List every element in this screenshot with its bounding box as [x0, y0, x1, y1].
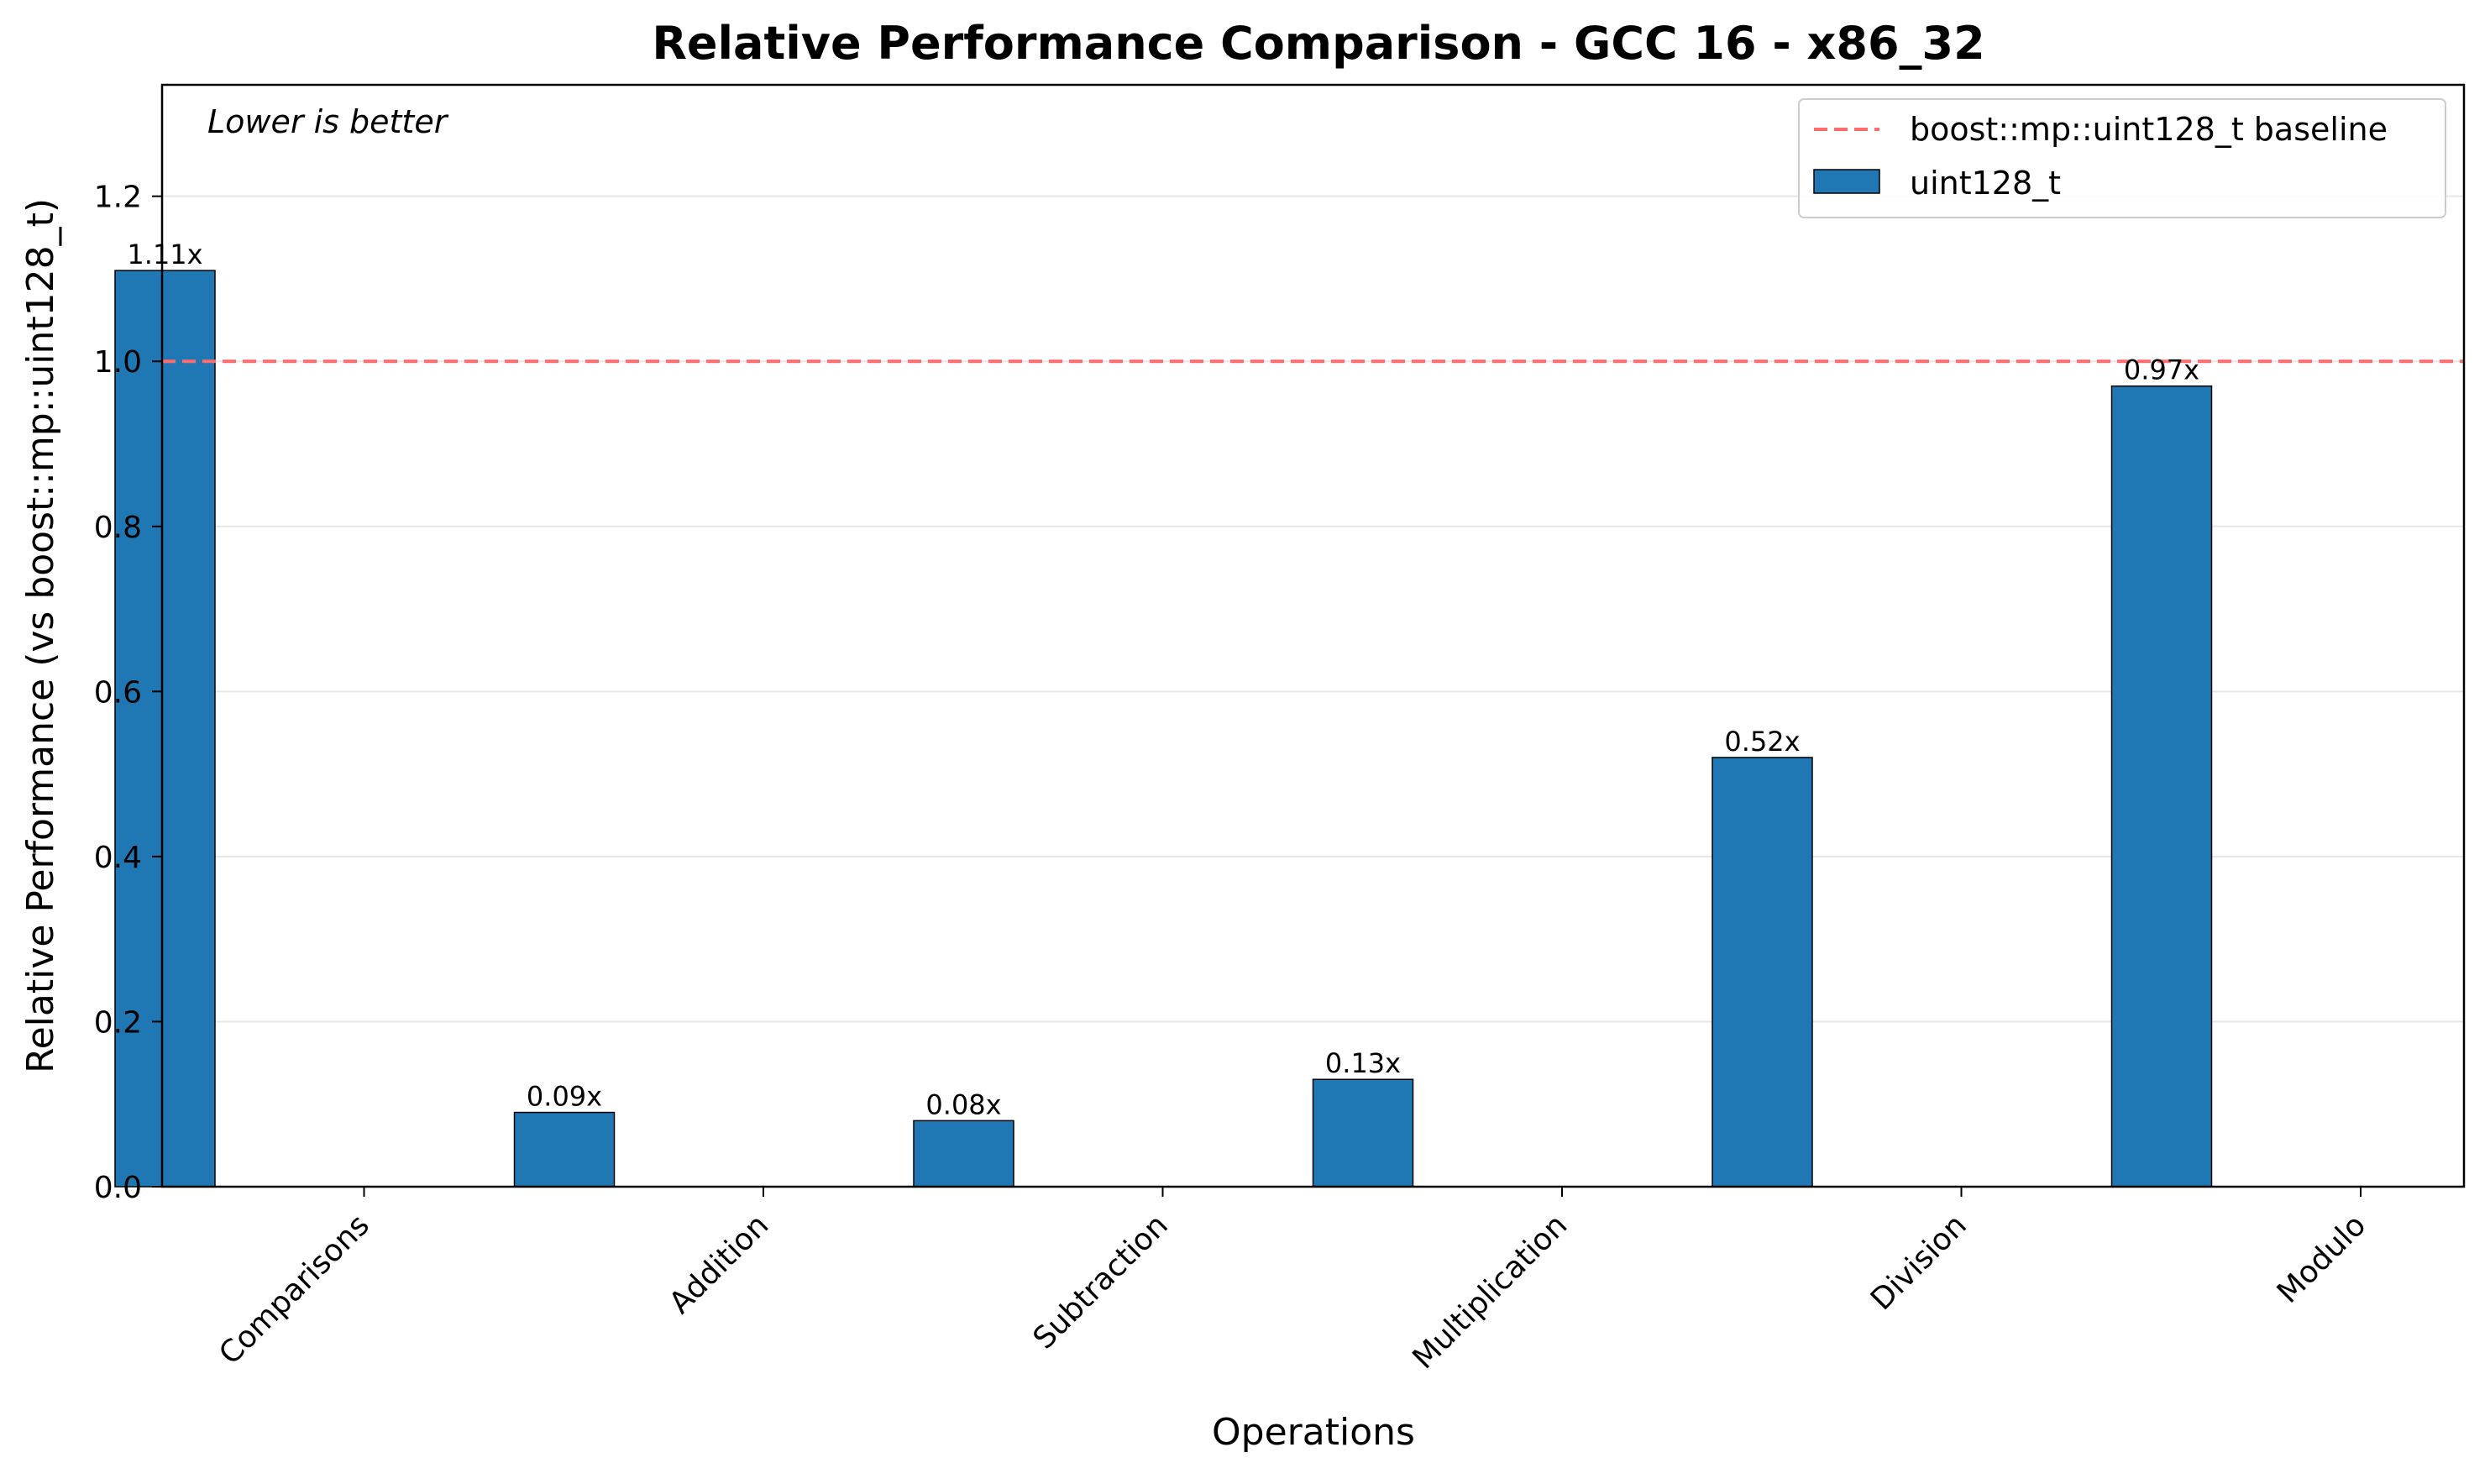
- legend-series-label: uint128_t: [1910, 165, 2061, 202]
- y-tick-label: 0.2: [94, 1005, 142, 1040]
- bar-value-label: 0.13x: [1325, 1047, 1401, 1079]
- bar-addition: [513, 1111, 616, 1188]
- lower-is-better-note: Lower is better: [207, 103, 449, 140]
- legend-box: [1798, 98, 2446, 218]
- y-axis: 0.0 0.2 0.4 0.6 0.8 1.0 1.2: [94, 181, 162, 1205]
- plot-frame: [160, 83, 2466, 1188]
- y-tick-label: 1.0: [94, 345, 142, 380]
- y-axis-title: Relative Performance (vs boost::mp::uint…: [19, 198, 62, 1073]
- bar-subtraction: [913, 1120, 1014, 1188]
- chart-title: Relative Performance Comparison - GCC 16…: [652, 17, 1984, 70]
- y-tick-label: 0.6: [94, 675, 142, 710]
- y-tick-label: 1.2: [94, 181, 142, 215]
- legend-series-swatch: [1813, 169, 1880, 194]
- bar-division: [1712, 757, 1813, 1188]
- y-tick-label: 0.0: [94, 1171, 142, 1205]
- bar-comparisons: [114, 270, 216, 1188]
- y-tick-label: 0.4: [94, 841, 142, 875]
- legend-baseline-label: boost::mp::uint128_t baseline: [1910, 111, 2388, 148]
- bar-multiplication: [1312, 1078, 1414, 1188]
- x-axis-title: Operations: [1212, 1411, 1415, 1454]
- bar-value-label: 0.09x: [527, 1081, 602, 1113]
- legend: boost::mp::uint128_t baseline uint128_t: [1798, 98, 2446, 218]
- bar-value-label: 0.97x: [2124, 354, 2199, 386]
- y-tick-label: 0.8: [94, 511, 142, 545]
- bar-labels: 1.11x 0.09x 0.08x 0.13x 0.52x 0.97x: [127, 239, 2199, 1120]
- bar-value-label: 1.11x: [127, 239, 202, 270]
- bar-modulo: [2110, 385, 2213, 1188]
- bar-value-label: 0.08x: [925, 1088, 1001, 1120]
- bar-value-label: 0.52x: [1724, 726, 1800, 758]
- bars: [114, 270, 2213, 1188]
